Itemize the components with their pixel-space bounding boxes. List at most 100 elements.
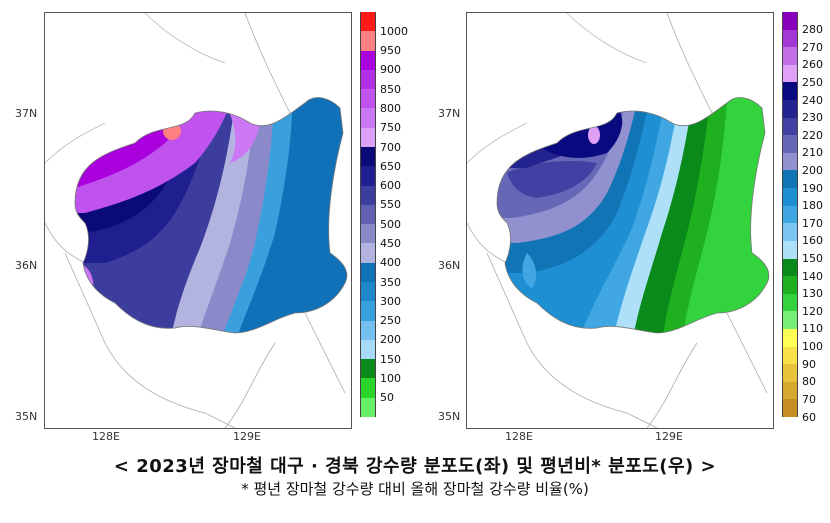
left-legend-label: 500 bbox=[380, 217, 401, 231]
right-legend-swatch bbox=[782, 328, 798, 348]
left-legend-label: 1000 bbox=[380, 24, 408, 38]
right-ytick-36n: 36N bbox=[438, 259, 461, 272]
right-legend-swatch bbox=[782, 258, 798, 277]
right-legend-swatch bbox=[782, 100, 798, 119]
left-legend-label: 600 bbox=[380, 179, 401, 193]
left-legend-swatch bbox=[360, 243, 376, 264]
left-map-svg bbox=[45, 13, 348, 428]
left-legend-swatch bbox=[360, 12, 376, 32]
right-legend-label: 190 bbox=[802, 181, 823, 195]
left-ytick-36n: 36N bbox=[15, 259, 38, 272]
right-legend-swatch bbox=[782, 82, 798, 101]
left-legend-swatch bbox=[360, 89, 376, 109]
right-legend-label: 100 bbox=[802, 340, 823, 354]
right-xtick-128e: 128E bbox=[505, 430, 533, 443]
right-legend-swatch bbox=[782, 293, 798, 312]
left-legend-label: 50 bbox=[380, 391, 394, 405]
right-ratio-map bbox=[466, 12, 774, 429]
left-legend-swatch bbox=[360, 127, 376, 148]
left-legend-swatch bbox=[360, 320, 376, 341]
left-legend-label: 550 bbox=[380, 198, 401, 212]
left-legend-label: 950 bbox=[380, 44, 401, 58]
right-legend-label: 80 bbox=[802, 375, 816, 389]
left-legend-label: 400 bbox=[380, 256, 401, 270]
left-legend-swatch bbox=[360, 166, 376, 187]
right-legend-label: 130 bbox=[802, 287, 823, 301]
right-legend-label: 170 bbox=[802, 216, 823, 230]
right-legend: 280 270 260 250 240 230 220 210 200 190 180 170 160 1… bbox=[782, 12, 830, 427]
left-legend-swatch bbox=[360, 185, 376, 206]
left-legend-swatch bbox=[360, 262, 376, 283]
right-legend-label: 150 bbox=[802, 252, 823, 266]
right-legend-swatch bbox=[782, 276, 798, 295]
left-legend-label: 150 bbox=[380, 352, 401, 366]
right-map-svg bbox=[467, 13, 770, 428]
right-legend-swatch bbox=[782, 152, 798, 171]
left-legend-label: 100 bbox=[380, 371, 401, 385]
right-legend-label: 140 bbox=[802, 269, 823, 283]
right-legend-swatch bbox=[782, 188, 798, 207]
left-legend-label: 450 bbox=[380, 236, 401, 250]
left-legend: 1000 950 900 850 800 750 700 650 600 550 500 450 400… bbox=[360, 12, 420, 427]
figure-subtitle: * 평년 장마철 강수량 대비 올해 장마철 강수량 비율(%) bbox=[241, 480, 589, 498]
right-legend-swatch bbox=[782, 117, 798, 136]
right-legend-label: 270 bbox=[802, 40, 823, 54]
left-legend-label: 650 bbox=[380, 159, 401, 173]
right-legend-swatch bbox=[782, 399, 798, 418]
figure-title: < 2023년 장마철 대구 · 경북 강수량 분포도(좌) 및 평년비* 분포… bbox=[113, 456, 717, 477]
left-legend-swatch bbox=[360, 282, 376, 302]
right-legend-label: 220 bbox=[802, 128, 823, 142]
right-legend-label: 60 bbox=[802, 410, 816, 424]
right-legend-label: 90 bbox=[802, 357, 816, 371]
left-ytick-35n: 35N bbox=[15, 410, 38, 423]
right-legend-swatch bbox=[782, 240, 798, 259]
right-legend-label: 70 bbox=[802, 392, 816, 406]
left-legend-swatch bbox=[360, 397, 376, 418]
left-legend-swatch bbox=[360, 69, 376, 90]
right-legend-swatch bbox=[782, 223, 798, 242]
right-legend-label: 160 bbox=[802, 234, 823, 248]
left-xtick-129e: 129E bbox=[233, 430, 261, 443]
left-legend-label: 350 bbox=[380, 275, 401, 289]
left-legend-label: 200 bbox=[380, 333, 401, 347]
left-legend-label: 250 bbox=[380, 314, 401, 328]
left-legend-swatch bbox=[360, 50, 376, 71]
left-legend-swatch bbox=[360, 147, 376, 167]
left-ytick-37n: 37N bbox=[15, 107, 38, 120]
left-legend-label: 850 bbox=[380, 82, 401, 96]
right-legend-label: 230 bbox=[802, 111, 823, 125]
left-legend-swatch bbox=[360, 204, 376, 225]
right-legend-swatch bbox=[782, 381, 798, 400]
right-legend-swatch bbox=[782, 311, 798, 330]
left-legend-label: 300 bbox=[380, 294, 401, 308]
left-xtick-128e: 128E bbox=[92, 430, 120, 443]
right-legend-label: 200 bbox=[802, 163, 823, 177]
left-legend-swatch bbox=[360, 378, 376, 399]
right-legend-swatch bbox=[782, 47, 798, 66]
right-legend-swatch bbox=[782, 205, 798, 224]
left-legend-swatch bbox=[360, 31, 376, 52]
left-legend-swatch bbox=[360, 108, 376, 129]
right-legend-swatch bbox=[782, 12, 798, 31]
right-ytick-37n: 37N bbox=[438, 107, 461, 120]
right-legend-label: 260 bbox=[802, 58, 823, 72]
right-legend-label: 120 bbox=[802, 304, 823, 318]
right-legend-label: 250 bbox=[802, 75, 823, 89]
right-xtick-129e: 129E bbox=[655, 430, 683, 443]
right-legend-label: 240 bbox=[802, 93, 823, 107]
right-legend-swatch bbox=[782, 64, 798, 83]
left-legend-label: 800 bbox=[380, 101, 401, 115]
left-legend-label: 900 bbox=[380, 63, 401, 77]
right-legend-label: 110 bbox=[802, 322, 823, 336]
right-legend-swatch bbox=[782, 346, 798, 365]
left-legend-swatch bbox=[360, 301, 376, 322]
left-legend-swatch bbox=[360, 359, 376, 379]
right-legend-swatch bbox=[782, 364, 798, 383]
left-legend-label: 750 bbox=[380, 121, 401, 135]
left-legend-swatch bbox=[360, 224, 376, 244]
right-legend-label: 280 bbox=[802, 23, 823, 37]
right-legend-label: 180 bbox=[802, 199, 823, 213]
right-legend-swatch bbox=[782, 135, 798, 154]
left-rainfall-map bbox=[44, 12, 352, 429]
left-legend-swatch bbox=[360, 339, 376, 360]
